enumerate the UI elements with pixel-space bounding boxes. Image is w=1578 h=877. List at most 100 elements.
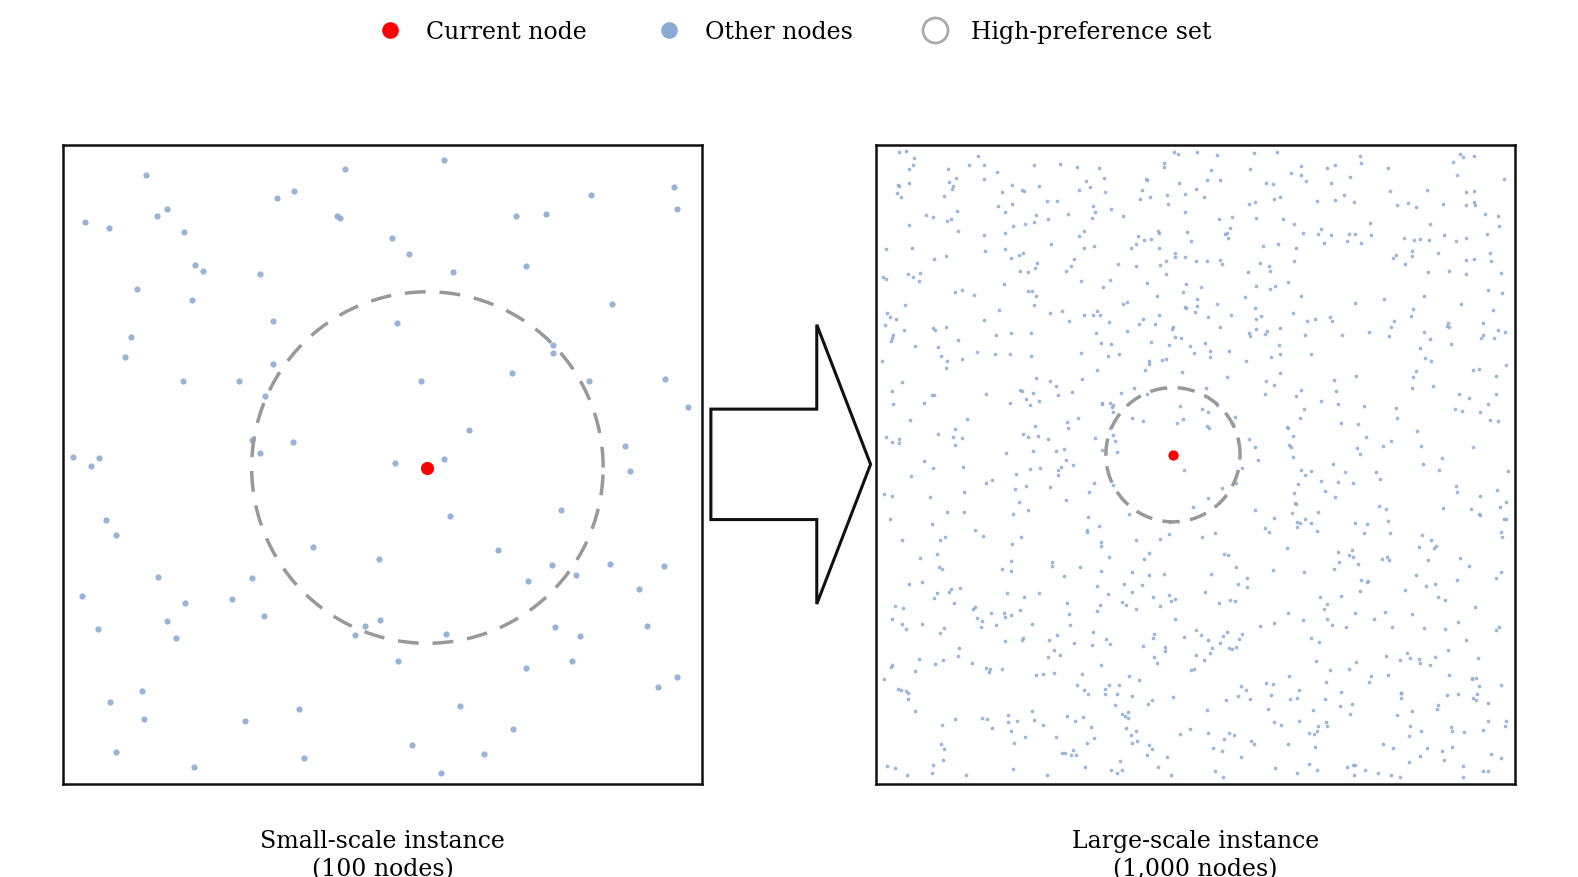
Point — [928, 738, 953, 752]
Point — [1098, 638, 1124, 652]
Point — [1343, 607, 1368, 621]
Point — [79, 460, 104, 474]
Point — [928, 626, 953, 640]
Point — [1049, 746, 1075, 760]
Point — [385, 317, 410, 331]
Point — [1311, 237, 1337, 251]
Point — [1321, 458, 1346, 472]
Point — [1319, 617, 1344, 631]
Point — [1095, 349, 1120, 363]
Point — [1354, 575, 1379, 589]
Point — [1447, 148, 1472, 162]
Point — [1378, 320, 1403, 334]
Point — [950, 353, 975, 367]
Point — [1226, 632, 1251, 646]
Point — [1013, 730, 1038, 744]
Point — [1453, 268, 1479, 282]
Text: Small-scale instance: Small-scale instance — [260, 829, 505, 852]
Point — [1444, 235, 1469, 249]
Point — [1180, 662, 1206, 676]
Point — [920, 389, 945, 403]
Point — [1384, 199, 1409, 213]
Point — [934, 321, 959, 335]
Point — [1127, 673, 1152, 687]
Point — [251, 610, 276, 624]
Point — [1475, 765, 1501, 779]
Point — [1007, 249, 1032, 263]
Point — [877, 512, 903, 526]
Point — [1124, 534, 1149, 548]
Point — [1149, 353, 1174, 367]
Point — [959, 657, 985, 671]
Point — [1161, 146, 1187, 160]
Point — [1146, 227, 1171, 241]
Point — [1004, 482, 1029, 496]
Point — [1081, 731, 1106, 745]
Point — [1284, 478, 1310, 492]
Point — [1119, 242, 1144, 256]
Point — [1141, 631, 1166, 645]
Point — [155, 203, 180, 217]
Point — [1157, 339, 1182, 353]
Point — [1430, 197, 1455, 211]
Point — [896, 177, 922, 191]
Point — [1319, 315, 1344, 329]
Point — [1100, 398, 1125, 412]
Point — [440, 266, 466, 280]
Point — [1065, 679, 1090, 693]
Point — [1337, 227, 1362, 241]
Point — [1289, 614, 1314, 628]
Point — [1084, 326, 1109, 340]
Point — [1307, 635, 1332, 649]
Point — [1389, 686, 1414, 700]
Point — [1161, 612, 1187, 626]
Point — [1314, 675, 1340, 689]
Point — [1215, 232, 1240, 246]
Point — [1095, 588, 1120, 602]
Point — [1247, 619, 1272, 633]
Point — [1041, 667, 1067, 681]
Point — [901, 152, 926, 166]
Point — [895, 687, 920, 701]
Point — [1408, 657, 1433, 671]
Point — [240, 433, 265, 447]
Point — [1136, 354, 1161, 368]
Point — [1326, 555, 1351, 569]
Point — [1299, 516, 1324, 530]
Point — [993, 634, 1018, 648]
Point — [948, 431, 974, 445]
Point — [1461, 253, 1486, 267]
Point — [1278, 167, 1303, 181]
Point — [1059, 260, 1084, 274]
Point — [1485, 210, 1510, 224]
Point — [1193, 337, 1218, 351]
Point — [1453, 232, 1479, 246]
Point — [1408, 439, 1433, 453]
Point — [985, 200, 1010, 214]
Point — [1087, 337, 1112, 351]
Point — [1188, 281, 1213, 295]
Point — [1332, 189, 1357, 203]
Point — [920, 517, 945, 531]
Point — [1218, 210, 1243, 225]
Point — [1135, 276, 1160, 290]
Point — [1136, 738, 1161, 752]
Point — [1106, 258, 1131, 272]
Point — [1415, 266, 1441, 280]
Point — [982, 347, 1007, 361]
Point — [1135, 748, 1160, 762]
Point — [1337, 171, 1362, 185]
Point — [1018, 350, 1043, 364]
Point — [1097, 274, 1122, 288]
Point — [993, 206, 1018, 220]
Point — [1340, 476, 1365, 490]
Point — [1037, 481, 1062, 495]
Point — [1461, 150, 1486, 164]
Point — [1081, 625, 1106, 639]
Point — [342, 628, 368, 642]
Point — [950, 460, 975, 474]
Point — [1433, 622, 1458, 636]
Point — [947, 641, 972, 655]
Point — [1136, 568, 1161, 582]
Point — [500, 723, 525, 737]
